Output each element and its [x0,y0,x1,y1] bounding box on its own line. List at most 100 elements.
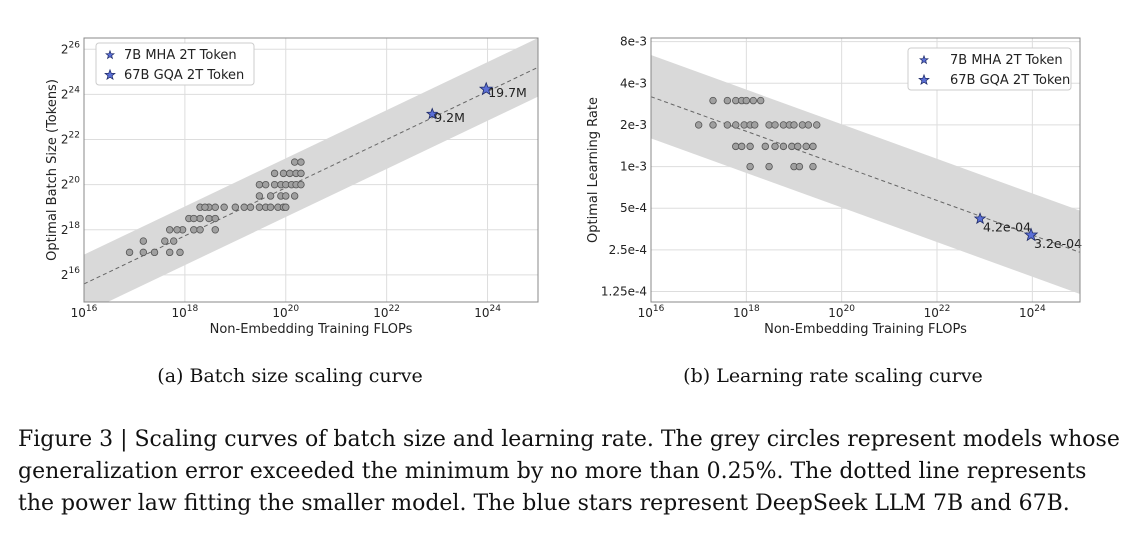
data-point [166,226,174,234]
y-tick-label: 216 [61,266,80,282]
data-point [255,192,264,200]
fit-line-b [651,96,1080,253]
data-point [166,248,174,257]
y-tick-label: 2e-3 [620,118,647,132]
data-point [804,121,813,129]
y-tick-label: 1.25e-4 [601,285,647,299]
data-point [723,121,732,129]
data-point [173,226,181,234]
data-point [297,169,305,178]
data-point [190,226,198,234]
y-tick-label: 220 [61,176,80,192]
y-tick-label: 222 [61,131,80,147]
data-point [813,121,821,129]
legend-label-67b: 67B GQA 2T Token [950,73,1070,88]
y-tick-label: 8e-3 [620,35,647,49]
y-tick-label: 5e-4 [620,201,647,215]
data-point [176,248,184,257]
data-point [279,169,288,178]
x-tick-label: 1020 [828,304,855,320]
data-point [205,214,213,223]
data-point [169,237,178,245]
x-tick-label: 1018 [172,304,199,320]
data-point [771,121,779,129]
data-point [790,121,798,129]
data-point [125,248,134,257]
y-tick-label: 4e-3 [620,76,647,90]
data-point [196,226,204,234]
x-tick-label: 1022 [373,304,400,320]
data-point [794,142,802,151]
data-point [211,203,219,211]
legend-b: 7B MHA 2T Token 67B GQA 2T Token [907,47,1072,91]
axes-frame-a [83,37,539,303]
x-tick-label: 1024 [474,304,501,320]
data-point [211,226,219,234]
legend-star-67b [918,73,930,86]
x-tick-label: 1024 [1019,304,1046,320]
star-annotation: 3.2e-04 [1034,236,1082,251]
data-point [270,180,279,189]
star-annotation: 19.7M [488,85,527,100]
y-tick-label: 224 [61,85,80,101]
data-point [190,214,198,223]
data-point [255,180,264,189]
data-point [723,96,732,105]
x-tick-label: 1022 [924,304,951,320]
data-point [266,203,275,211]
axes-frame-b [650,37,1081,303]
caption-line-2: generalization error exceeded the minimu… [18,459,1086,484]
legend-star-7b [105,49,115,60]
data-point [709,121,717,129]
batch-size-chart: 9.2M 19.7M 1016 1018 1020 1022 1024 216 218 220 22… [45,37,539,337]
x-tick-label: 1018 [733,304,760,320]
x-tick-label: 1016 [638,304,665,320]
data-point [262,180,270,189]
data-point [286,169,294,178]
data-point [732,121,740,129]
data-point [282,203,290,211]
data-point [196,214,204,223]
data-point [211,214,219,223]
legend-box [95,42,255,86]
data-point [765,162,773,171]
data-point [746,142,754,151]
star-annotation: 4.2e-04 [983,220,1031,235]
data-point [139,237,148,245]
data-point [809,142,817,151]
data-point [297,180,305,189]
data-point [761,142,770,151]
data-point [290,192,299,200]
subcaption-b: (b) Learning rate scaling curve [683,365,983,387]
data-point [255,203,264,211]
data-point [161,237,169,245]
data-point [150,248,159,257]
data-point [201,203,209,211]
learning-rate-chart: 4.2e-043.2e-04 1016 1018 1020 1022 1024 1.25e-… [586,35,1082,337]
data-point [694,121,703,129]
y-tick-label: 226 [61,40,80,56]
data-point [771,142,779,151]
data-point [749,96,757,105]
star-marker [973,212,987,225]
data-point [751,121,759,129]
legend-label-7b: 7B MHA 2T Token [124,48,237,63]
data-point [297,158,305,166]
data-point [266,192,275,200]
data-point [240,203,248,211]
data-point [779,142,788,151]
legend-label-7b: 7B MHA 2T Token [950,53,1063,68]
data-point [290,158,299,166]
caption-line-3: the power law fitting the smaller model.… [18,491,1070,516]
star-annotation: 9.2M [434,110,465,125]
x-axis-label: Non-Embedding Training FLOPs [764,322,967,337]
data-point [282,192,290,200]
data-point [802,142,810,151]
legend-box [907,47,1072,91]
data-point [795,162,804,171]
legend-star-67b [104,68,116,81]
y-tick-label: 218 [61,221,80,237]
subcaption-a: (a) Batch size scaling curve [157,365,422,387]
y-tick-label: 1e-3 [620,160,647,174]
